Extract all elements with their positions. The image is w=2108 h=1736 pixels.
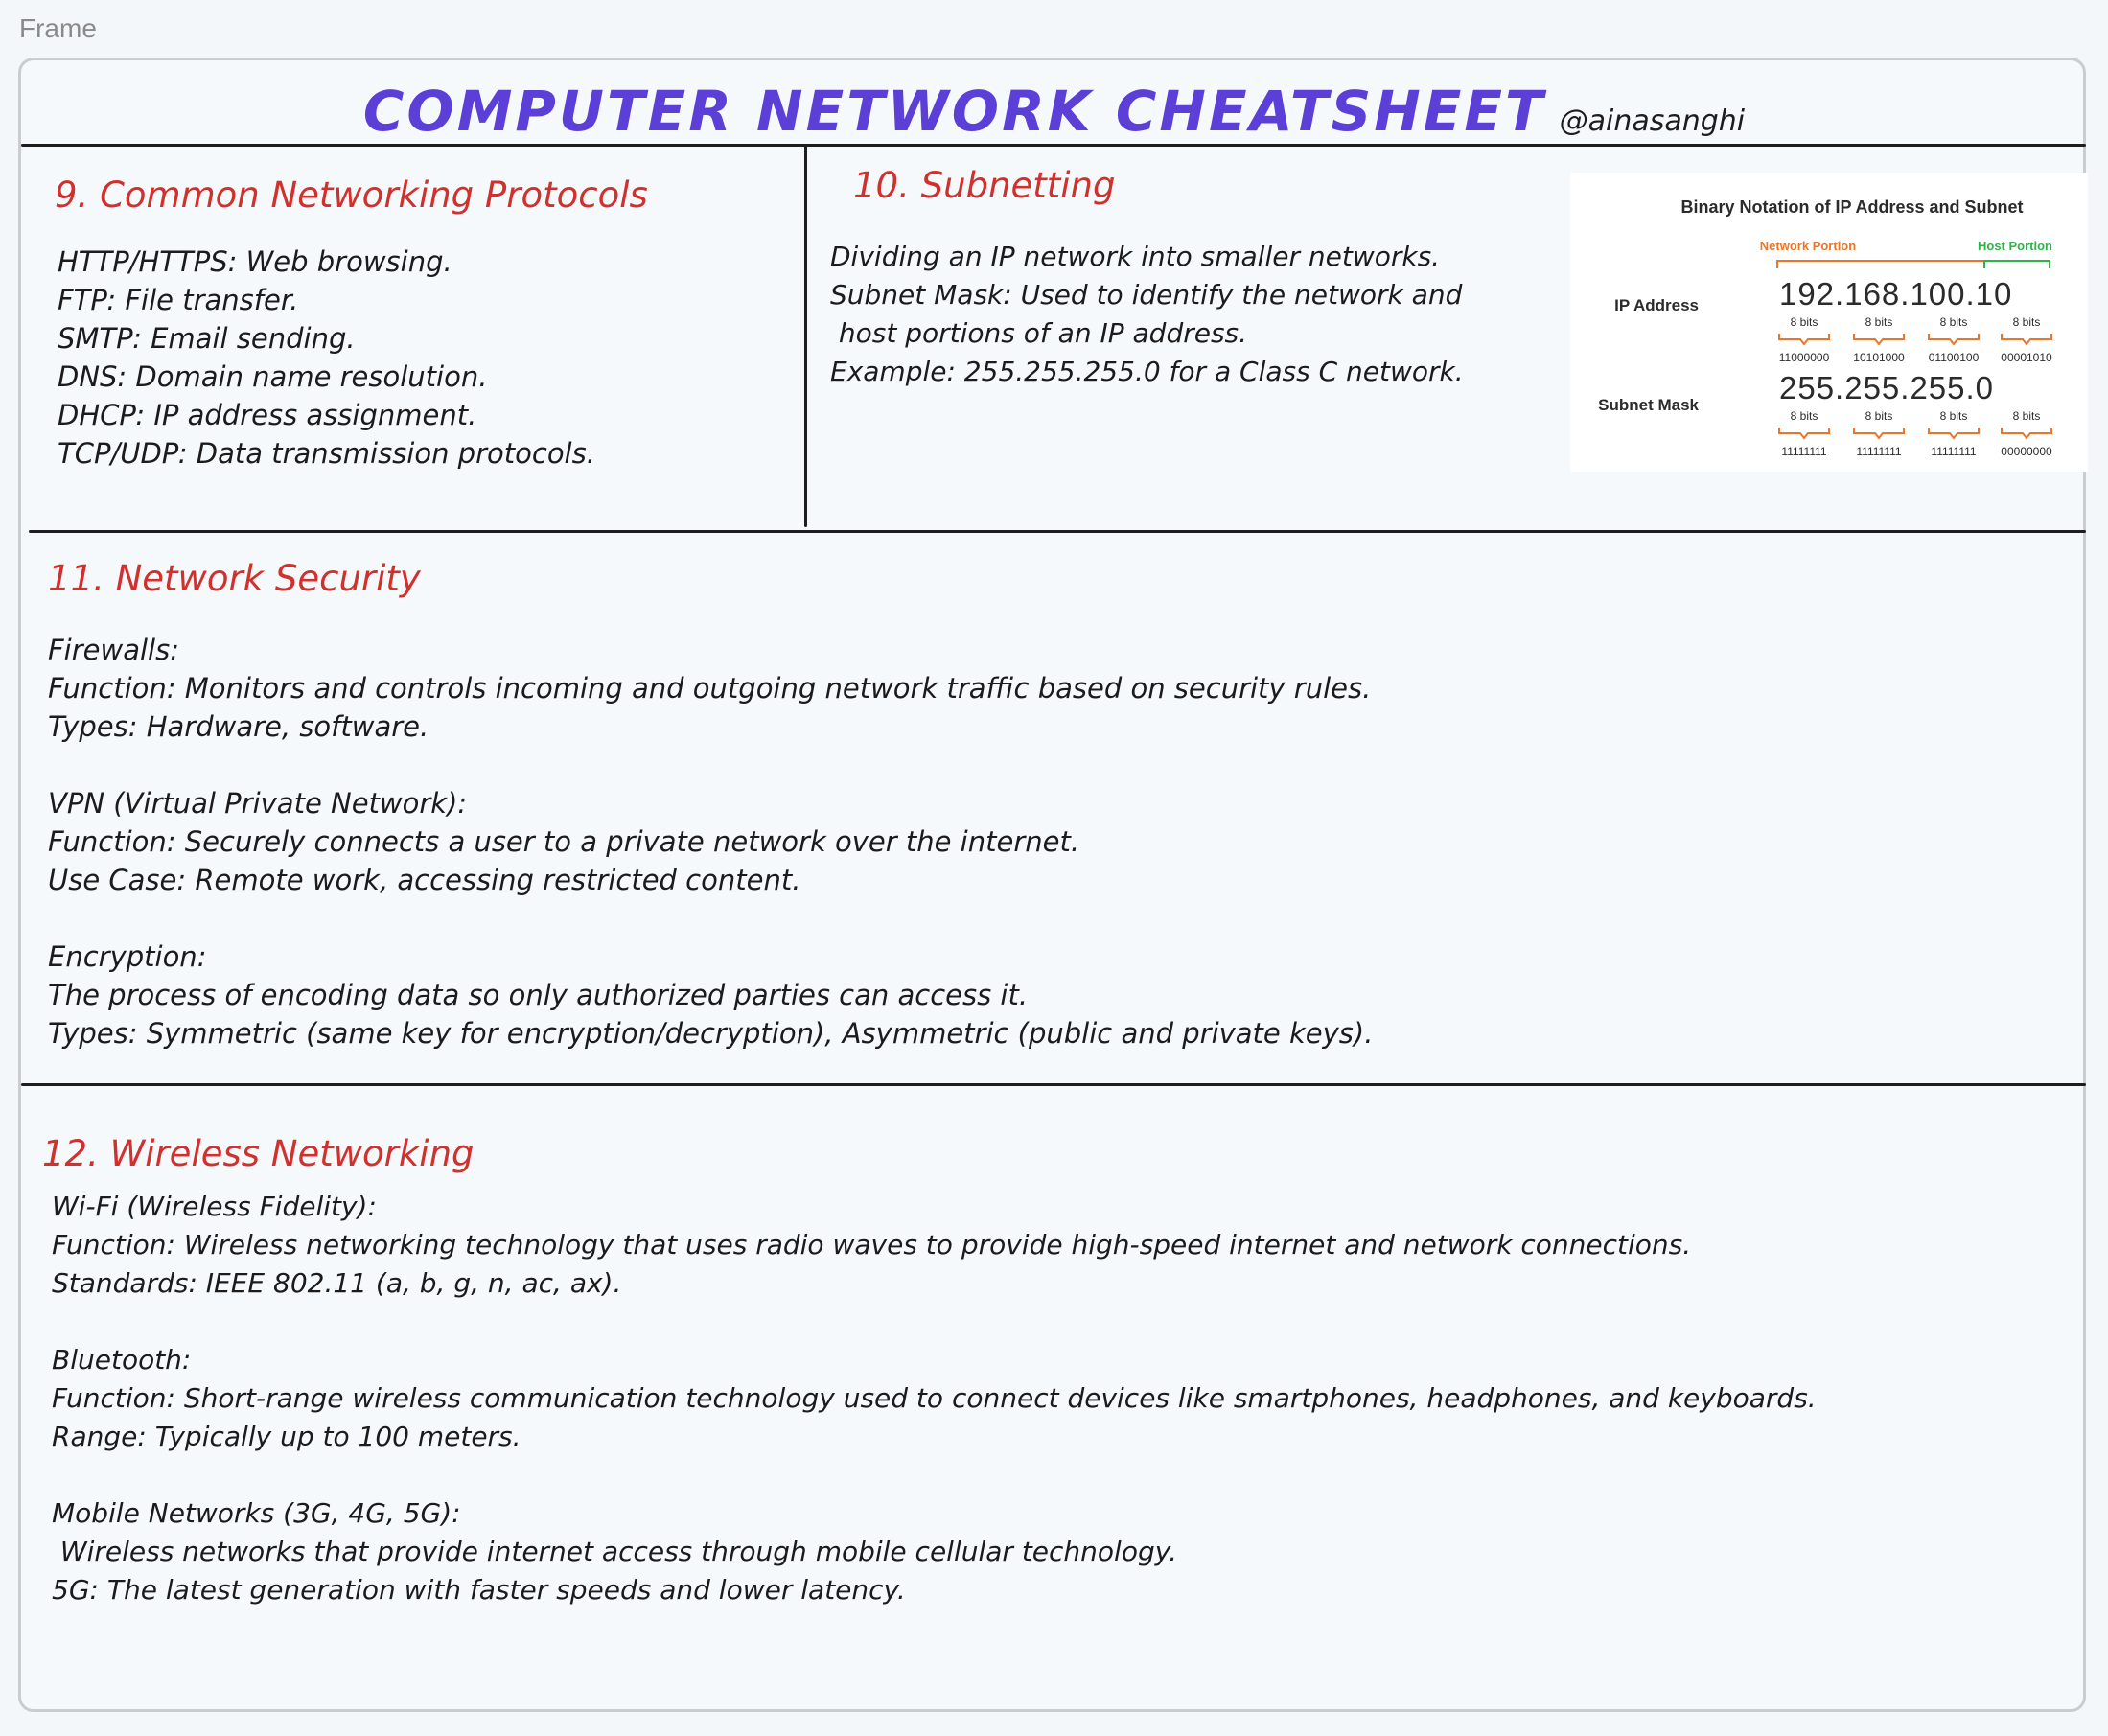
network-bracket — [1776, 260, 1985, 268]
protocol-line: DNS: Domain name resolution. — [58, 360, 488, 393]
subnet-mask-value: 255.255.255.0 — [1779, 370, 1994, 405]
ip-bits-group: 8 bits 11000000 8 bits 10101000 8 bits 011001… — [1778, 315, 2052, 364]
subnetting-line: Example: 255.255.255.0 for a Class C net… — [830, 356, 1464, 387]
firewalls-title: Firewalls: — [48, 634, 179, 666]
wireless-line: 5G: The latest generation with faster sp… — [52, 1574, 906, 1606]
ip-binary-value: 10101000 — [1853, 351, 1905, 364]
ip-octet-bracket — [1778, 334, 1830, 346]
mask-octet-bracket — [1778, 428, 1830, 440]
security-heading: 11. Network Security — [48, 558, 421, 599]
wireless-line: Function: Short-range wireless communica… — [52, 1382, 1817, 1414]
subnet-mask-label: Subnet Mask — [1598, 396, 1699, 414]
subnet-diagram-svg: Binary Notation of IP Address and Subnet… — [1598, 197, 2052, 458]
spacer — [48, 746, 1373, 784]
mask-binary-value: 11111111 — [1856, 445, 1901, 458]
mask-octet-bracket — [2001, 428, 2052, 440]
ip-binary-value: 11000000 — [1779, 351, 1830, 364]
ip-address-label: IP Address — [1614, 296, 1699, 314]
security-line: Types: Hardware, software. — [48, 710, 429, 743]
security-content: Firewalls: Function: Monitors and contro… — [48, 631, 1373, 1053]
security-line: Use Case: Remote work, accessing restric… — [48, 864, 801, 896]
section-divider-1 — [29, 530, 2086, 533]
subnetting-text: Dividing an IP network into smaller netw… — [830, 238, 1464, 391]
subnetting-line: Subnet Mask: Used to identify the networ… — [830, 279, 1463, 311]
protocols-heading: 9. Common Networking Protocols — [55, 174, 648, 216]
author-handle: @ainasanghi — [1559, 104, 1746, 138]
ip-octet-bracket — [1928, 334, 1980, 346]
spacer — [52, 1456, 1817, 1494]
wireless-heading: 12. Wireless Networking — [42, 1133, 475, 1174]
mask-bits-label: 8 bits — [1865, 409, 1893, 423]
subnetting-line: host portions of an IP address. — [830, 317, 1248, 349]
header: COMPUTER NETWORK CHEATSHEET @ainasanghi — [0, 79, 2108, 144]
mask-binary-value: 00000000 — [2001, 445, 2052, 458]
page-title: COMPUTER NETWORK CHEATSHEET — [362, 79, 1546, 144]
ip-binary-value: 01100100 — [1929, 351, 1980, 364]
mask-octet-bracket — [1928, 428, 1980, 440]
spacer — [48, 899, 1373, 937]
wireless-line: Standards: IEEE 802.11 (a, b, g, n, ac, … — [52, 1267, 622, 1299]
protocol-line: SMTP: Email sending. — [58, 322, 356, 355]
ip-bits-label: 8 bits — [1791, 315, 1818, 329]
protocol-line: TCP/UDP: Data transmission protocols. — [58, 437, 595, 470]
ip-bits-label: 8 bits — [1865, 315, 1893, 329]
bluetooth-title: Bluetooth: — [52, 1344, 192, 1376]
mask-binary-value: 11111111 — [1781, 445, 1826, 458]
diagram-title: Binary Notation of IP Address and Subnet — [1680, 197, 2023, 217]
wifi-title: Wi-Fi (Wireless Fidelity): — [52, 1191, 377, 1222]
ip-bits-label: 8 bits — [1940, 315, 1968, 329]
network-portion-label: Network Portion — [1760, 239, 1856, 253]
encryption-title: Encryption: — [48, 940, 207, 973]
ip-address-value: 192.168.100.10 — [1779, 276, 2012, 312]
subnet-binary-diagram: Binary Notation of IP Address and Subnet… — [1570, 173, 2088, 472]
protocol-line: HTTP/HTTPS: Web browsing. — [58, 245, 452, 278]
mask-octet-bracket — [1853, 428, 1905, 440]
mask-binary-value: 11111111 — [1931, 445, 1976, 458]
protocols-list: HTTP/HTTPS: Web browsing. FTP: File tran… — [58, 243, 595, 473]
ip-bits-label: 8 bits — [2013, 315, 2041, 329]
column-divider — [804, 146, 807, 527]
protocol-line: DHCP: IP address assignment. — [58, 399, 477, 431]
mobile-networks-title: Mobile Networks (3G, 4G, 5G): — [52, 1497, 461, 1529]
ip-binary-value: 00001010 — [2001, 351, 2052, 364]
wireless-content: Wi-Fi (Wireless Fidelity): Function: Wir… — [52, 1188, 1817, 1609]
spacer — [52, 1303, 1817, 1341]
frame-label: Frame — [19, 13, 97, 43]
security-line: Types: Symmetric (same key for encryptio… — [48, 1017, 1374, 1050]
mask-bits-label: 8 bits — [1940, 409, 1968, 423]
subnetting-heading: 10. Subnetting — [853, 165, 1116, 206]
subnetting-line: Dividing an IP network into smaller netw… — [830, 241, 1441, 272]
section-divider-2 — [21, 1083, 2086, 1086]
wireless-line: Wireless networks that provide internet … — [52, 1536, 1178, 1567]
host-portion-label: Host Portion — [1978, 239, 2052, 253]
host-bracket — [1983, 260, 2050, 268]
security-line: Function: Securely connects a user to a … — [48, 825, 1080, 858]
mask-bits-group: 8 bits 11111111 8 bits 11111111 8 bits 111111… — [1778, 409, 2052, 458]
vpn-title: VPN (Virtual Private Network): — [48, 787, 468, 820]
ip-octet-bracket — [1853, 334, 1905, 346]
security-line: Function: Monitors and controls incoming… — [48, 672, 1372, 705]
ip-octet-bracket — [2001, 334, 2052, 346]
header-divider — [21, 144, 2086, 147]
wireless-line: Range: Typically up to 100 meters. — [52, 1421, 521, 1452]
protocol-line: FTP: File transfer. — [58, 284, 299, 316]
mask-bits-label: 8 bits — [1791, 409, 1818, 423]
wireless-line: Function: Wireless networking technology… — [52, 1229, 1692, 1261]
security-line: The process of encoding data so only aut… — [48, 979, 1029, 1011]
mask-bits-label: 8 bits — [2013, 409, 2041, 423]
